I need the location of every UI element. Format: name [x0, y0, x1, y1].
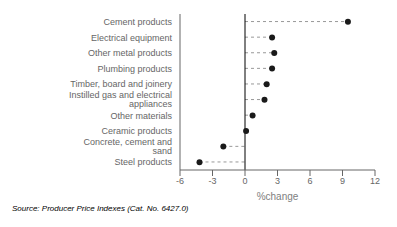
svg-text:Timber, board and joinery: Timber, board and joinery	[70, 79, 172, 89]
svg-text:-6: -6	[176, 176, 184, 186]
svg-text:9: 9	[340, 176, 345, 186]
svg-text:Steel products: Steel products	[114, 157, 172, 167]
svg-text:Plumbing products: Plumbing products	[97, 64, 172, 74]
svg-text:3: 3	[275, 176, 280, 186]
svg-text:%change: %change	[257, 191, 299, 202]
svg-text:Ceramic products: Ceramic products	[101, 126, 172, 136]
svg-text:12: 12	[370, 176, 380, 186]
svg-text:Cement products: Cement products	[103, 17, 172, 27]
svg-text:-3: -3	[208, 176, 216, 186]
svg-text:Other materials: Other materials	[110, 111, 172, 121]
svg-text:Instilled gas and electricalap: Instilled gas and electricalappliances	[69, 90, 173, 109]
svg-text:Concrete, cement andsand: Concrete, cement andsand	[83, 137, 172, 156]
svg-text:Other metal products: Other metal products	[88, 48, 173, 58]
svg-text:Electrical equipment: Electrical equipment	[91, 33, 173, 43]
svg-text:0: 0	[242, 176, 247, 186]
svg-text:6: 6	[307, 176, 312, 186]
html-text:Source: Producer Price Indexes: Source: Producer Price Indexes (Cat. No.…	[12, 204, 189, 213]
